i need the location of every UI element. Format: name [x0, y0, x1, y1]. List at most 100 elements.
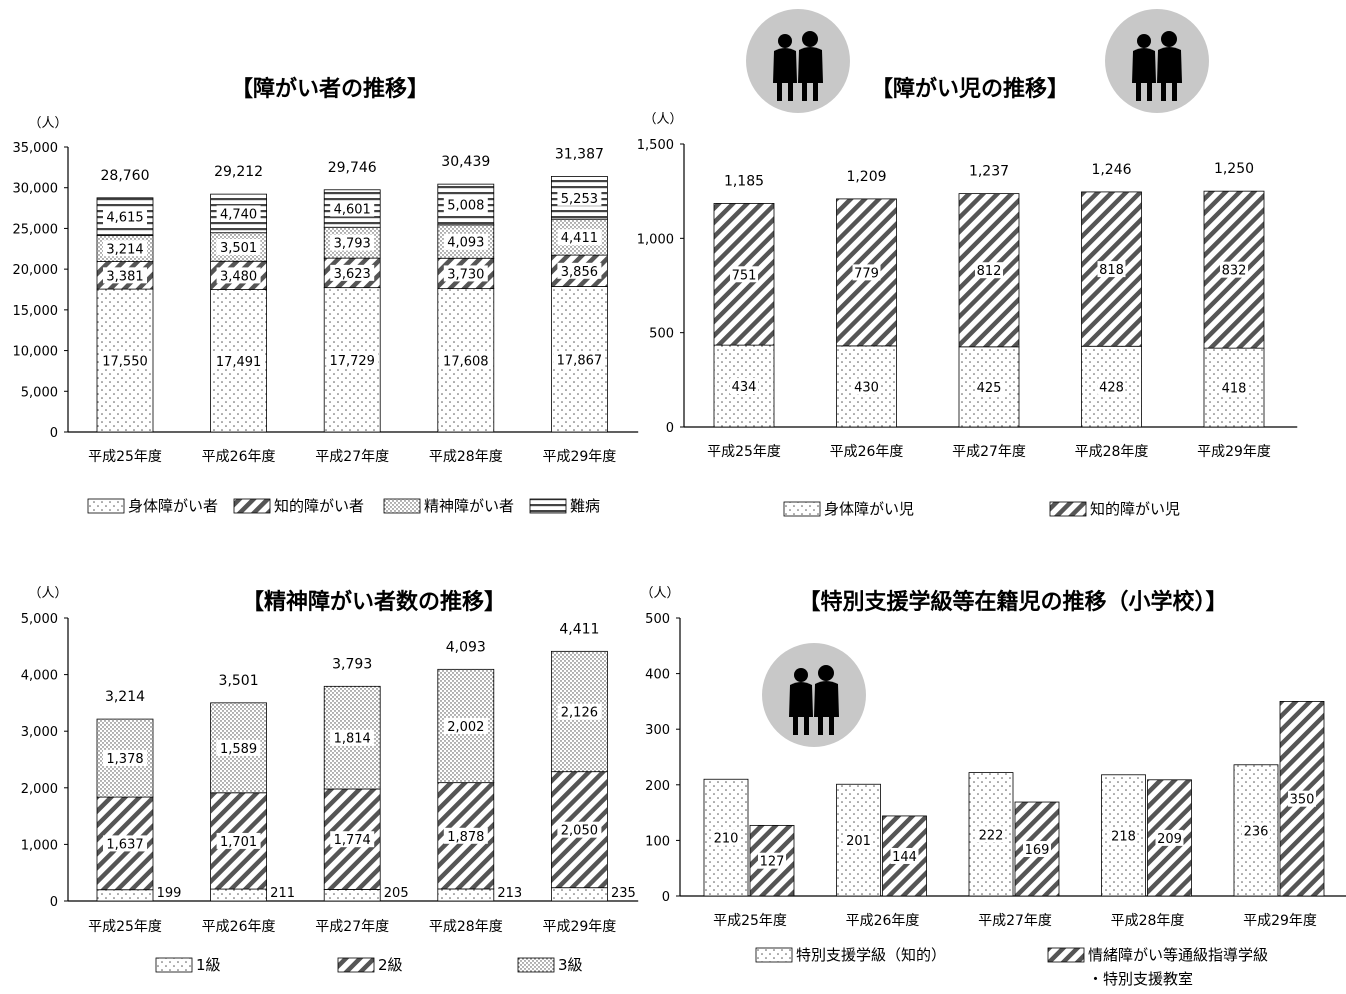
y-tick-label: 35,000	[13, 141, 59, 156]
y-tick-label: 0	[50, 895, 58, 910]
legend-swatch	[233, 498, 271, 514]
data-label: 17,491	[216, 355, 262, 370]
data-label: 1,814	[334, 732, 371, 747]
plot-area: 0 5,000 10,000 15,000 20,000 25,000 30,000 35,0…	[13, 141, 639, 515]
data-label: 430	[854, 380, 879, 395]
bar-segment	[551, 887, 608, 902]
data-label: 4,740	[220, 207, 257, 222]
x-tick-label: 平成26年度	[846, 913, 920, 929]
chart-title: 【障がい児の推移】	[871, 76, 1069, 102]
data-label-bg	[216, 205, 261, 222]
data-label-bg	[216, 238, 261, 255]
chart-title: 【障がい者の推移】	[231, 76, 429, 102]
data-label-bg	[439, 352, 492, 369]
data-label-bg	[443, 233, 488, 250]
data-label: 222	[979, 828, 1004, 843]
data-label-bg	[730, 266, 758, 283]
data-label: 832	[1222, 264, 1247, 279]
data-label: 3,623	[334, 267, 371, 282]
bar-segment	[836, 198, 897, 347]
data-label: 751	[732, 268, 757, 283]
x-tick-label: 平成25年度	[88, 449, 162, 465]
legend-label: 3級	[558, 956, 583, 974]
data-label-bg	[1220, 261, 1248, 278]
data-label: 144	[892, 850, 917, 865]
data-label-bg	[553, 351, 606, 368]
x-tick-label: 平成27年度	[952, 444, 1026, 460]
data-label: 4,601	[334, 203, 371, 218]
data-label-bg	[557, 229, 602, 246]
data-label: 235	[611, 886, 636, 901]
y-tick-label: 1,000	[21, 838, 58, 853]
data-label-bg	[330, 234, 375, 251]
data-label: 818	[1099, 263, 1124, 278]
y-tick-label: 10,000	[13, 345, 59, 360]
data-label: 434	[732, 380, 757, 395]
legend-swatch	[337, 957, 375, 973]
x-tick-label: 平成25年度	[88, 919, 162, 935]
x-tick-label: 平成28年度	[1075, 444, 1149, 460]
data-label: 201	[846, 834, 871, 849]
data-label: 425	[977, 381, 1002, 396]
data-label-bg	[216, 832, 261, 849]
total-label: 4,411	[559, 621, 599, 637]
legend-label: 2級	[378, 956, 403, 974]
data-label: 1,589	[220, 742, 257, 757]
data-label-bg	[557, 703, 602, 720]
data-label-bg	[330, 200, 375, 217]
x-tick-label: 平成25年度	[713, 913, 787, 929]
y-tick-label: 25,000	[13, 222, 59, 237]
data-label: 779	[854, 266, 879, 281]
data-label: 211	[270, 886, 295, 901]
legend-label: 難病	[570, 497, 600, 515]
data-label-bg	[103, 208, 147, 225]
y-tick-label: 1,000	[637, 232, 674, 247]
bar-segment	[210, 888, 268, 902]
y-tick-label: 1,500	[637, 138, 674, 153]
total-label: 3,501	[219, 673, 259, 689]
data-label: 17,729	[329, 354, 375, 369]
y-tick-label: 400	[645, 668, 670, 683]
bar-segment	[323, 888, 381, 902]
data-label-bg	[977, 826, 1005, 843]
data-label-bg	[103, 750, 147, 767]
x-tick-label: 平成28年度	[429, 449, 503, 465]
y-tick-label: 3,000	[21, 725, 58, 740]
total-label: 3,214	[105, 689, 145, 705]
x-tick-label: 平成27年度	[315, 919, 389, 935]
total-label: 31,387	[555, 146, 604, 162]
legend-label: 身体障がい児	[824, 500, 914, 518]
data-label: 199	[157, 886, 182, 901]
data-label-bg	[557, 821, 602, 838]
x-tick-label: 平成25年度	[707, 444, 781, 460]
data-label: 3,793	[334, 237, 371, 252]
total-label: 29,746	[328, 160, 377, 176]
data-label-bg	[103, 835, 147, 852]
y-tick-label: 500	[645, 612, 670, 627]
legend-label: 知的障がい者	[274, 497, 364, 515]
legend-swatch	[155, 957, 193, 973]
data-label: 812	[977, 264, 1002, 279]
data-label-bg	[1288, 790, 1316, 807]
data-label-bg	[443, 196, 488, 213]
bar-segment	[437, 888, 495, 902]
data-label: 1,378	[106, 752, 143, 767]
legend-label-line2: ・特別支援教室	[1088, 970, 1193, 988]
data-label-bg	[1155, 829, 1184, 846]
data-label: 1,637	[106, 837, 143, 852]
y-tick-label: 20,000	[13, 263, 59, 278]
silhouette-pair-icon	[1105, 9, 1209, 113]
legend-swatch	[1049, 501, 1087, 517]
data-label-bg	[1220, 379, 1248, 396]
chart-special-support-classes: 【特別支援学級等在籍児の推移（小学校）】 （人） 0 100 200 300 400 50…	[640, 586, 1346, 988]
data-label: 418	[1222, 382, 1247, 397]
data-label: 17,608	[443, 354, 489, 369]
data-label-bg	[1097, 378, 1126, 395]
x-tick-label: 平成27年度	[315, 449, 389, 465]
data-label: 5,008	[447, 199, 484, 214]
y-unit-label: （人）	[28, 586, 67, 601]
data-label: 3,501	[220, 241, 257, 256]
chart-disabled-children: 【障がい児の推移】 （人） 0 500 1,000 1,500 平成25年度 434 751…	[637, 76, 1298, 518]
y-tick-label: 0	[50, 426, 58, 441]
